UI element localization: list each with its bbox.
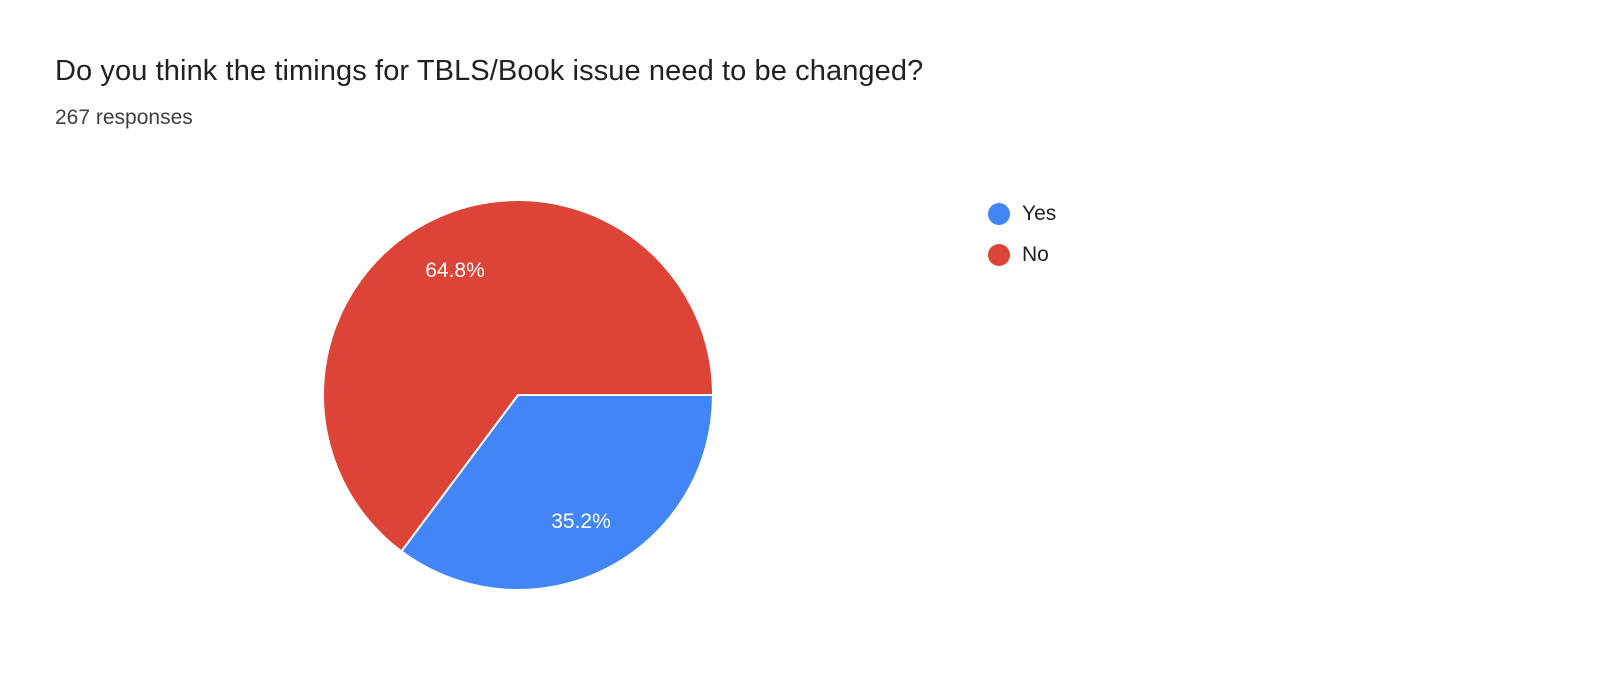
legend-item-yes: Yes: [988, 202, 1056, 225]
legend-label-yes: Yes: [1022, 201, 1057, 225]
response-count: 267 responses: [55, 106, 193, 129]
slice-label-yes: 35.2%: [551, 510, 611, 533]
legend-item-no: No: [988, 243, 1056, 266]
pie-chart: 35.2% 64.8%: [321, 198, 715, 592]
legend-label-no: No: [1022, 242, 1049, 266]
pie-chart-svg: 35.2% 64.8%: [322, 199, 714, 592]
legend-swatch-yes: [988, 202, 1010, 225]
pie-slice-no[interactable]: [322, 199, 714, 553]
legend-swatch-no: [988, 243, 1010, 266]
slice-label-no: 64.8%: [425, 259, 485, 282]
chart-legend: Yes No: [988, 202, 1056, 266]
pie-slice-yes[interactable]: [400, 394, 714, 592]
question-title: Do you think the timings for TBLS/Book i…: [55, 55, 924, 87]
